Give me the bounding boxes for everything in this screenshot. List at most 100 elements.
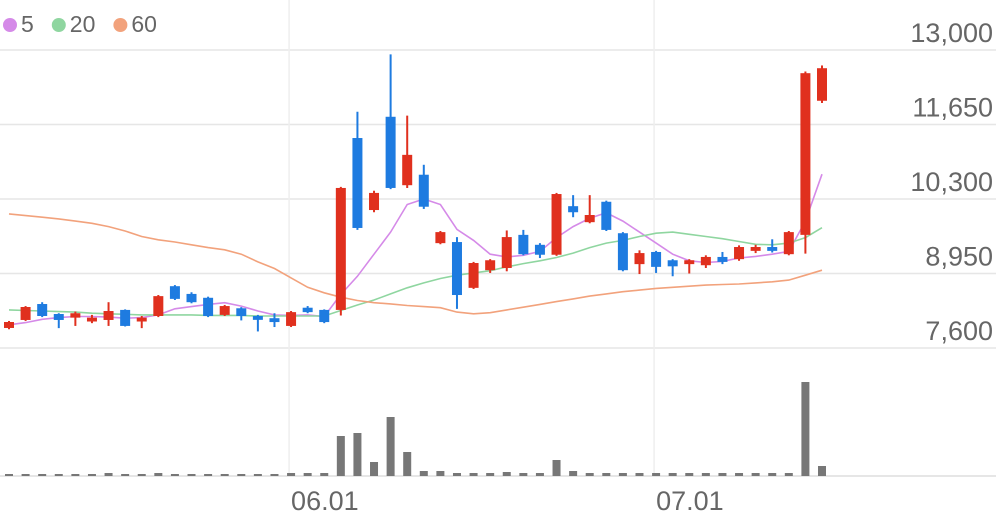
volume-bar (370, 462, 379, 476)
y-tick-label: 10,300 (910, 167, 993, 197)
volume-bar (121, 474, 130, 476)
candle-body (335, 187, 346, 310)
candle-body (667, 260, 678, 267)
volume-bar (204, 474, 213, 476)
candle-body (186, 293, 197, 303)
candle-body (236, 308, 247, 316)
volume-bar (170, 474, 179, 476)
candle-body (169, 286, 180, 299)
volume-bar (436, 471, 445, 476)
volume-bar (685, 473, 694, 476)
volume-bar (220, 474, 229, 476)
candle-body (402, 154, 413, 186)
candle-body (800, 73, 811, 235)
volume-bar (38, 474, 47, 476)
candle-body (4, 322, 14, 328)
candle-body (153, 296, 164, 316)
volume-bar (818, 466, 826, 476)
volume-bar (303, 473, 312, 476)
candle-body (120, 309, 131, 326)
ma-line (8, 173, 823, 326)
volume-bar (602, 473, 611, 476)
y-tick-label: 8,950 (925, 242, 993, 272)
x-tick-label: 06.01 (291, 486, 359, 516)
volume-bar (253, 474, 262, 476)
candle-body (70, 313, 81, 318)
volume-bar (104, 473, 113, 476)
x-tick-label: 07.01 (656, 486, 724, 516)
candle-body (717, 256, 728, 262)
candle-body (136, 317, 147, 322)
volume-bar (486, 473, 495, 476)
volume-bar (270, 474, 279, 476)
volume-bar (801, 382, 810, 476)
y-tick-label: 11,650 (912, 93, 993, 123)
volume-bar (237, 474, 246, 476)
candle-body (551, 194, 562, 255)
candle-body (53, 314, 64, 320)
volume-bar (718, 473, 727, 476)
volume-bar (5, 474, 13, 476)
legend-marker (51, 18, 66, 32)
y-tick-label: 13,000 (910, 18, 993, 48)
volume-bar (469, 473, 478, 476)
volume-bar (751, 473, 760, 476)
candle-body (783, 232, 794, 255)
y-tick-label: 7,600 (925, 316, 993, 346)
candle-body (203, 297, 214, 316)
volume-bar (21, 474, 30, 476)
legend-marker (113, 18, 128, 32)
volume-bar (618, 473, 627, 476)
volume-bar (519, 473, 528, 476)
volume-bar (701, 473, 710, 476)
volume-bar (735, 473, 744, 476)
legend-marker (3, 18, 17, 32)
volume-bar (403, 452, 412, 476)
candle-body (734, 247, 745, 260)
volume-bar (87, 474, 96, 476)
legend-label: 60 (131, 11, 157, 37)
candle-body (269, 318, 280, 323)
candle-body (319, 309, 330, 323)
volume-bar (386, 417, 395, 476)
candle-body (435, 232, 446, 244)
candle-body (700, 256, 711, 266)
volume-bar (635, 473, 644, 476)
candle-body (252, 315, 263, 320)
volume-bar (569, 471, 578, 476)
volume-bar (154, 473, 163, 476)
candle-body (219, 306, 230, 315)
candle-body (568, 206, 579, 213)
volume-bar (187, 474, 196, 476)
volume-bar (552, 460, 561, 476)
candle-body (286, 312, 297, 326)
volume-bar (320, 473, 329, 476)
candle-body (468, 263, 479, 288)
volume-bar (287, 473, 296, 476)
volume-bar (535, 473, 544, 476)
volume-bar (137, 474, 146, 476)
candle-body (584, 215, 595, 223)
legend-label: 20 (70, 11, 96, 37)
candle-body (352, 138, 363, 228)
volume-bar (585, 473, 594, 476)
volume-bar (54, 474, 63, 476)
volume-bar (452, 473, 461, 476)
candle-body (485, 260, 496, 271)
ma-line (8, 213, 823, 315)
candle-body (103, 311, 114, 320)
volume-bar (353, 433, 362, 476)
candle-body (451, 242, 462, 296)
candle-body (617, 233, 628, 271)
volume-bar (336, 436, 345, 476)
volume-bar (71, 474, 80, 476)
candle-body (651, 251, 662, 267)
candle-body (86, 317, 97, 322)
candle-body (385, 116, 396, 188)
ma-line (8, 227, 823, 317)
candle-body (37, 304, 48, 316)
volume-bar (668, 473, 677, 476)
candle-body (20, 306, 31, 320)
volume-bar (502, 472, 511, 476)
